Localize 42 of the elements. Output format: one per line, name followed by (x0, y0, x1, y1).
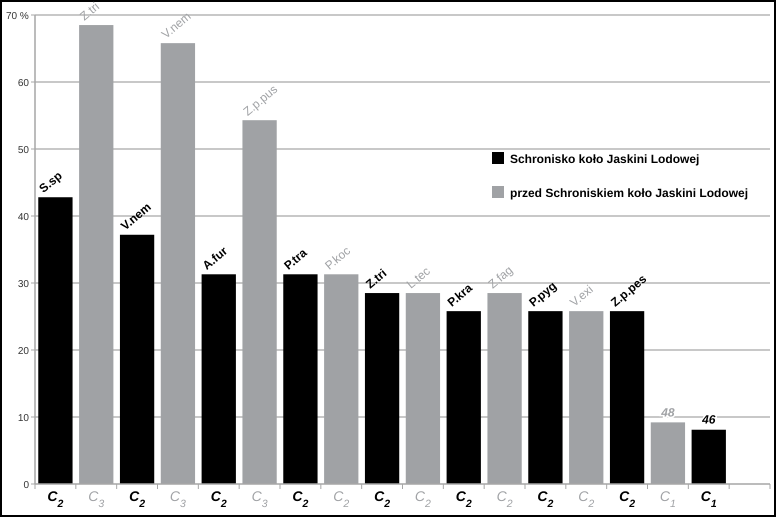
x-tick-label: C$_{2}$ (414, 488, 432, 510)
y-tick-label: 30 (18, 279, 30, 290)
bar (120, 234, 154, 484)
x-tick-label: C$_{2}$ (292, 488, 309, 510)
x-tick-label: C$_{2}$ (374, 488, 390, 510)
bar (610, 311, 644, 484)
bar (283, 274, 318, 484)
legend-label: przed Schroniskiem koło Jaskini Lodowej (510, 186, 748, 200)
legend-label: Schronisko koło Jaskini Lodowej (510, 152, 700, 166)
x-tick-label: C$_{3}$ (170, 488, 186, 510)
bar (202, 274, 236, 484)
annotation: 48 (660, 405, 675, 420)
bar (38, 197, 73, 484)
bar (364, 293, 400, 484)
x-tick-label: C$_{2}$ (537, 488, 554, 510)
data-label: Z.tri (77, 0, 102, 24)
x-tick-label: C$_{2}$ (129, 488, 146, 510)
annotation: 46 (701, 412, 716, 427)
bar (446, 311, 481, 484)
x-tick-label: C$_{2}$ (496, 488, 513, 510)
x-tick-label: C$_{2}$ (578, 488, 594, 510)
data-label: S.sp (36, 168, 65, 196)
x-tick-label: C$_{2}$ (619, 488, 636, 510)
x-tick-label: C$_{2}$ (333, 488, 350, 510)
x-tick-label: C$_{2}$ (456, 488, 472, 510)
bar (528, 311, 563, 484)
x-tick-label: C$_{1}$ (700, 488, 717, 510)
y-tick-label: 0 (23, 480, 30, 491)
y-tick-label: 20 (18, 346, 30, 357)
bar (692, 430, 726, 484)
x-tick-label: C$_{3}$ (88, 488, 104, 510)
x-tick-label: C$_{2}$ (210, 488, 227, 510)
y-tick-label: 40 (18, 212, 30, 223)
y-tick-label: 70 % (6, 11, 29, 22)
y-tick-label: 10 (18, 413, 30, 424)
y-tick-label: 60 (18, 78, 30, 89)
data-label: P.tra (281, 246, 310, 273)
data-label: L.tec (404, 264, 433, 292)
y-tick-label: 50 (18, 145, 30, 156)
x-tick-label: C$_{3}$ (252, 488, 268, 510)
x-tick-label: C$_{2}$ (47, 488, 64, 510)
x-tick-label: C$_{1}$ (660, 488, 676, 510)
